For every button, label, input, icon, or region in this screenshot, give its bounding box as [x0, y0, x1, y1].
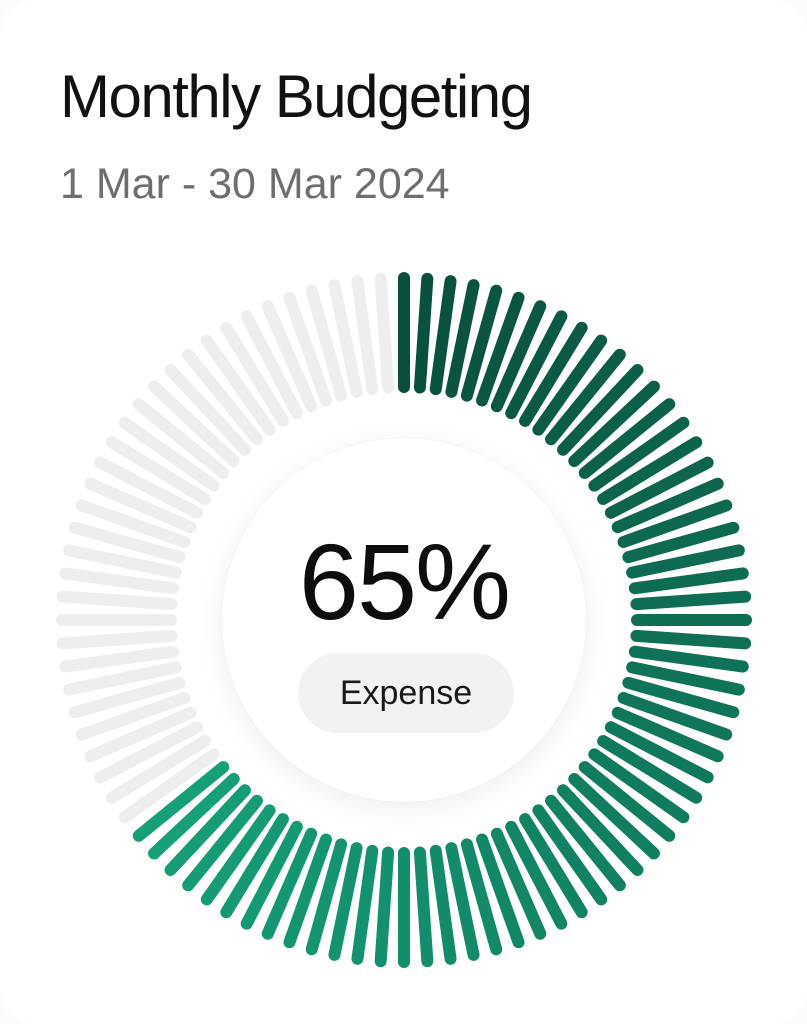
gauge-tick-active	[164, 784, 251, 876]
gauge-tick-active	[597, 735, 703, 804]
gauge-tick-active	[351, 844, 379, 965]
gauge-tick-active	[557, 364, 644, 456]
gauge-tick-active	[445, 842, 480, 961]
gauge-tick-active	[588, 416, 690, 492]
gauge-tick-inactive	[105, 735, 211, 804]
gauge-tick-active	[628, 645, 749, 673]
gauge-tick-active	[429, 275, 457, 396]
gauge-center-disc	[222, 438, 586, 802]
percentage-value: 65%	[298, 521, 511, 642]
gauge-tick-active	[626, 544, 745, 579]
date-range: 1 Mar - 30 Mar 2024	[60, 160, 450, 208]
gauge-tick-active	[445, 279, 480, 398]
gauge-tick-inactive	[75, 499, 191, 548]
gauge-tick-active	[148, 773, 240, 860]
gauge-tick-inactive	[56, 590, 178, 611]
gauge-tick-active	[220, 813, 289, 919]
gauge-tick-active	[630, 590, 752, 611]
gauge-tick-active	[460, 284, 503, 402]
gauge-tick-inactive	[105, 436, 211, 505]
gauge-tick-inactive	[182, 348, 263, 446]
gauge-tick-active	[557, 784, 644, 876]
card-title: Monthly Budgeting	[60, 63, 533, 130]
gauge-tick-active	[604, 721, 714, 784]
gauge-tick-active	[200, 804, 276, 906]
gauge-tick-active	[505, 310, 568, 420]
gauge-tick-active	[519, 321, 588, 427]
category-label: Expense	[339, 673, 473, 712]
gauge-tick-inactive	[305, 284, 348, 402]
gauge-tick-inactive	[118, 748, 220, 824]
gauge-tick-inactive	[63, 661, 182, 696]
gauge-tick-active	[490, 827, 547, 940]
gauge-tick-inactive	[148, 380, 240, 467]
gauge-tick-active	[413, 272, 434, 394]
gauge-tick-active	[532, 334, 608, 436]
gauge-tick-active	[476, 291, 525, 407]
gauge-tick-active	[305, 838, 348, 956]
gauge-tick-inactive	[164, 364, 251, 456]
gauge-tick-active	[611, 477, 724, 534]
gauge-tick-active	[283, 833, 332, 949]
gauge-tick-active	[630, 629, 752, 650]
gauge-tick-inactive	[94, 456, 204, 519]
gauge-tick-active	[182, 794, 263, 892]
gauge-tick-active	[622, 676, 740, 719]
gauge-tick-inactive	[283, 291, 332, 407]
gauge-tick-active	[519, 813, 588, 919]
gauge-tick-inactive	[84, 706, 197, 763]
gauge-tick-inactive	[68, 676, 186, 719]
gauge-tick-active	[611, 706, 724, 763]
gauge-tick-active	[532, 804, 608, 906]
gauge-tick-inactive	[75, 692, 191, 741]
gauge-tick-inactive	[68, 521, 186, 564]
category-badge: Expense	[298, 653, 514, 733]
gauge-tick-inactive	[351, 275, 379, 396]
gauge-tick-active	[429, 844, 457, 965]
gauge-tick-active	[505, 820, 568, 930]
gauge-tick-active	[588, 748, 690, 824]
gauge-tick-active	[578, 761, 676, 842]
gauge-tick-inactive	[84, 477, 197, 534]
gauge-tick-active	[240, 820, 303, 930]
gauge-tick-active	[568, 773, 660, 860]
gauge-tick-inactive	[94, 721, 204, 784]
gauge-tick-active	[617, 692, 733, 741]
gauge-tick-inactive	[220, 321, 289, 427]
gauge-tick-active	[460, 838, 503, 956]
gauge-tick-active	[476, 833, 525, 949]
gauge-tick-active	[374, 846, 395, 968]
gauge-tick-active	[617, 499, 733, 548]
gauge-tick-active	[568, 380, 660, 467]
gauge-tick-inactive	[59, 567, 180, 595]
gauge-tick-inactive	[328, 279, 363, 398]
gauge-tick-active	[132, 761, 230, 842]
gauge-tick-active	[490, 300, 547, 413]
gauge-tick-inactive	[118, 416, 220, 492]
gauge-tick-active	[628, 567, 749, 595]
gauge-tick-inactive	[200, 334, 276, 436]
gauge-tick-active	[545, 794, 626, 892]
gauge-tick-active	[413, 846, 434, 968]
gauge-tick-inactive	[240, 310, 303, 420]
gauge-tick-inactive	[56, 629, 178, 650]
gauge-tick-active	[604, 456, 714, 519]
gauge-tick-active	[328, 842, 363, 961]
gauge-tick-inactive	[59, 645, 180, 673]
gauge-tick-inactive	[63, 544, 182, 579]
gauge-tick-active	[597, 436, 703, 505]
gauge-tick-active	[578, 398, 676, 479]
gauge-tick-active	[545, 348, 626, 446]
gauge-tick-inactive	[132, 398, 230, 479]
gauge-tick-active	[626, 661, 745, 696]
gauge-tick-inactive	[374, 272, 395, 394]
gauge-tick-active	[261, 827, 318, 940]
gauge-tick-inactive	[261, 300, 318, 413]
gauge-tick-active	[622, 521, 740, 564]
